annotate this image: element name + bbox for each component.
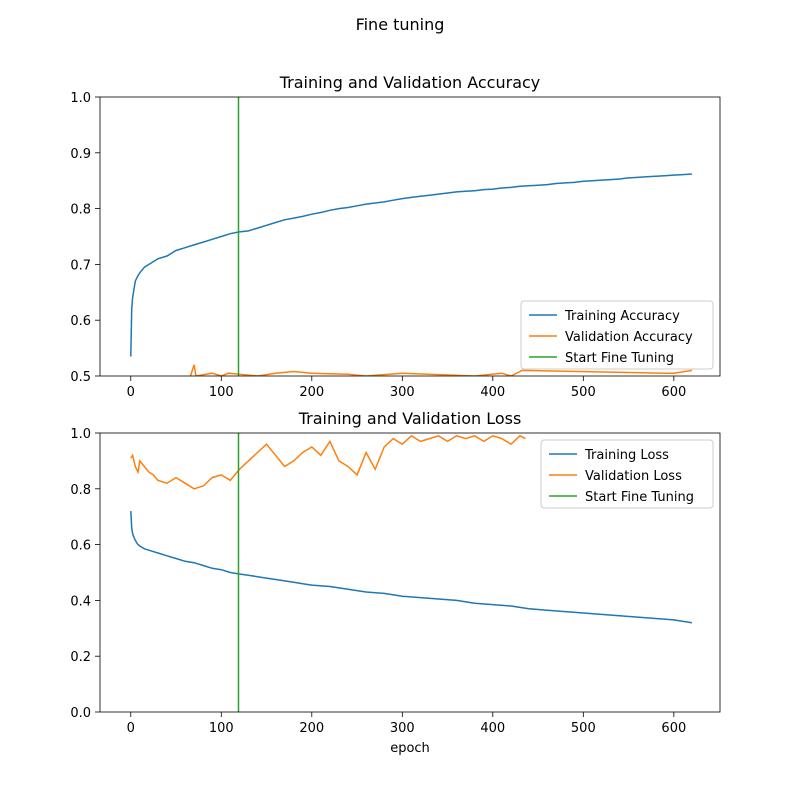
y-tick-label: 0.6 xyxy=(70,539,91,554)
legend-box xyxy=(540,439,714,509)
y-tick-label: 1.0 xyxy=(70,427,91,442)
loss-plot-area xyxy=(99,432,721,713)
y-tick-label: 0.5 xyxy=(70,370,91,385)
x-tick-label: 600 xyxy=(661,721,686,736)
x-tick-label: 0 xyxy=(127,385,135,400)
series-line-training-accuracy xyxy=(130,173,692,357)
accuracy-panel: Training and Validation Accuracy 0 100 200… xyxy=(70,73,721,400)
legend-entry-label: Training Accuracy xyxy=(564,309,680,324)
figure-title: Fine tuning xyxy=(356,15,445,34)
accuracy-legend: Training Accuracy Validation Accuracy Star… xyxy=(520,300,714,370)
series-line-training-loss xyxy=(130,511,693,624)
y-tick-label: 0.0 xyxy=(70,706,91,721)
accuracy-chart-title: Training and Validation Accuracy xyxy=(279,73,541,92)
loss-chart-title: Training and Validation Loss xyxy=(298,409,522,428)
x-tick-label: 400 xyxy=(480,385,505,400)
plot-frame xyxy=(99,96,721,377)
y-tick-label: 0.9 xyxy=(70,147,91,162)
accuracy-plot-area xyxy=(99,96,721,377)
series-line-validation-accuracy xyxy=(189,364,693,376)
loss-legend: Training Loss Validation Loss Start Fine T… xyxy=(540,439,714,509)
x-tick-label: 0 xyxy=(127,721,135,736)
x-tick-label: 400 xyxy=(480,721,505,736)
x-tick-label: 100 xyxy=(209,721,234,736)
legend-box xyxy=(520,300,714,370)
x-tick-label: 600 xyxy=(661,385,686,400)
plot-frame xyxy=(99,432,721,713)
y-tick-label: 0.2 xyxy=(70,650,91,665)
y-tick-label: 1.0 xyxy=(70,91,91,106)
y-tick-label: 0.7 xyxy=(70,258,91,273)
x-tick-label: 300 xyxy=(390,385,415,400)
loss-axis-ticks: 0 100 200 300 400 500 600 0.0 0.2 0.4 0.6 0.8 1.0 xyxy=(70,427,686,736)
x-tick-label: 200 xyxy=(299,721,324,736)
y-tick-label: 0.4 xyxy=(70,594,91,609)
legend-entry-label: Start Fine Tuning xyxy=(565,351,674,366)
x-tick-label: 500 xyxy=(571,721,596,736)
y-tick-label: 0.6 xyxy=(70,314,91,329)
x-tick-label: 500 xyxy=(571,385,596,400)
accuracy-axis-ticks: 0 100 200 300 400 500 600 0.5 0.6 0.7 0.8 0.9 1.0 xyxy=(70,91,686,400)
legend-entry-label: Validation Accuracy xyxy=(565,330,693,345)
loss-panel: Training and Validation Loss 0 100 200 300 4… xyxy=(70,409,721,756)
x-tick-label: 200 xyxy=(299,385,324,400)
loss-x-axis-label: epoch xyxy=(390,741,430,756)
legend-entry-label: Training Loss xyxy=(584,448,669,463)
legend-entry-label: Validation Loss xyxy=(585,469,682,484)
legend-entry-label: Start Fine Tuning xyxy=(585,490,694,505)
y-tick-label: 0.8 xyxy=(70,483,91,498)
y-tick-label: 0.8 xyxy=(70,203,91,218)
x-tick-label: 300 xyxy=(390,721,415,736)
series-line-validation-loss xyxy=(130,434,526,490)
x-tick-label: 100 xyxy=(209,385,234,400)
